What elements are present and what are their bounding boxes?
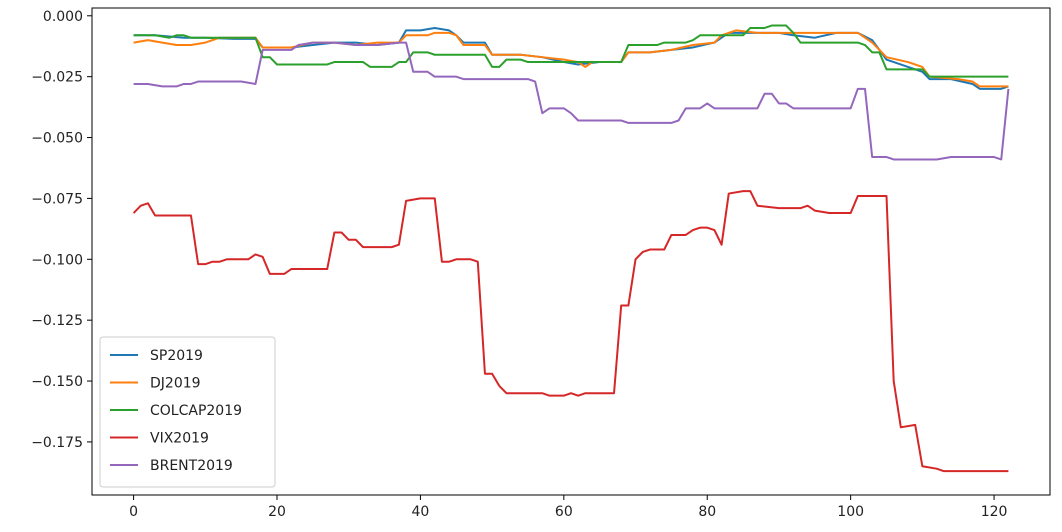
series-line-sp2019 [133,26,1009,90]
y-tick-label: −0.175 [31,435,83,451]
series-line-dj2019 [133,29,1009,88]
legend-label: SP2019 [150,348,203,364]
y-tick-label: −0.025 [31,70,83,86]
legend-label: VIX2019 [150,431,209,447]
y-tick-label: −0.100 [31,252,83,268]
series-line-colcap2019 [133,24,1009,78]
x-tick-label: 100 [837,504,864,520]
axis-ticks: 0 20 40 60 80 100 120 0.000 −0.025 −0.050 −0.075 −0… [31,9,1007,520]
x-tick-label: 80 [698,504,716,520]
x-tick-label: 60 [555,504,573,520]
series-line-vix2019 [132,190,1009,473]
series-line-brent2019 [133,41,1010,161]
y-tick-label: −0.050 [31,131,83,147]
x-tick-label: 120 [981,504,1008,520]
plot-frame [91,7,1051,496]
legend: SP2019 DJ2019 COLCAP2019 VIX2019 BRENT2019 [99,336,276,488]
legend-label: BRENT2019 [150,458,233,474]
y-tick-label: −0.075 [31,191,83,207]
x-tick-label: 0 [129,504,138,520]
legend-label: COLCAP2019 [150,403,242,419]
x-tick-label: 40 [412,504,430,520]
series-layer [132,24,1010,473]
legend-box [99,336,276,488]
legend-label: DJ2019 [150,376,201,392]
y-tick-label: −0.125 [31,313,83,329]
y-tick-label: −0.150 [31,374,83,390]
x-tick-label: 20 [268,504,286,520]
y-tick-label: 0.000 [43,9,83,25]
